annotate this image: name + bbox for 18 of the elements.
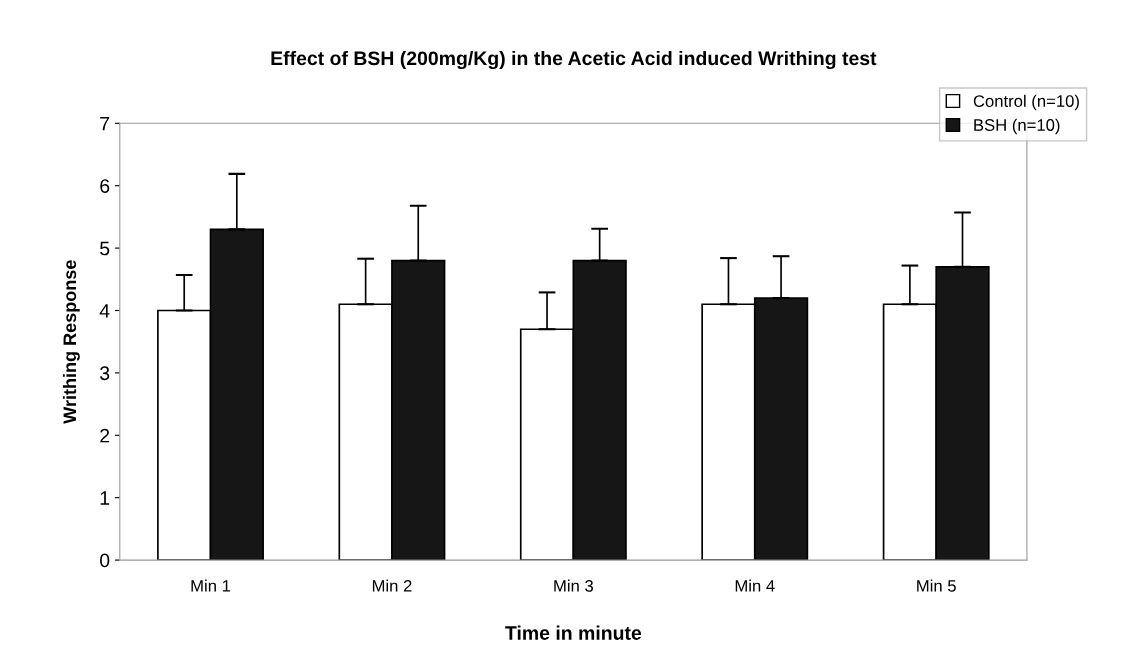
y-tick-label: 5 [100,241,110,256]
x-tick-label: Min 5 [917,579,956,592]
y-axis-title: Writhing Response [62,260,80,424]
y-tick-label: 2 [100,428,110,443]
x-axis-title: Time in minute [505,625,642,640]
legend-label: BSH (n=10) [974,118,1060,135]
y-tick-label: 3 [100,366,110,381]
legend-label: Control (n=10) [973,94,1079,111]
x-tick-label: Min 2 [372,579,412,592]
y-tick-label: 4 [99,304,110,318]
y-tick-label: 1 [100,491,110,505]
y-tick-label: 7 [100,116,110,131]
y-tick-label: 6 [100,179,110,193]
chart-title: Effect of BSH (200mg/Kg) in the Acetic Acid induced Writhing test [271,50,877,70]
x-tick-label: Min 4 [735,579,775,592]
x-tick-label: Min 3 [554,579,593,592]
y-tick-label: 0 [100,553,110,568]
x-tick-label: Min 1 [191,579,231,592]
